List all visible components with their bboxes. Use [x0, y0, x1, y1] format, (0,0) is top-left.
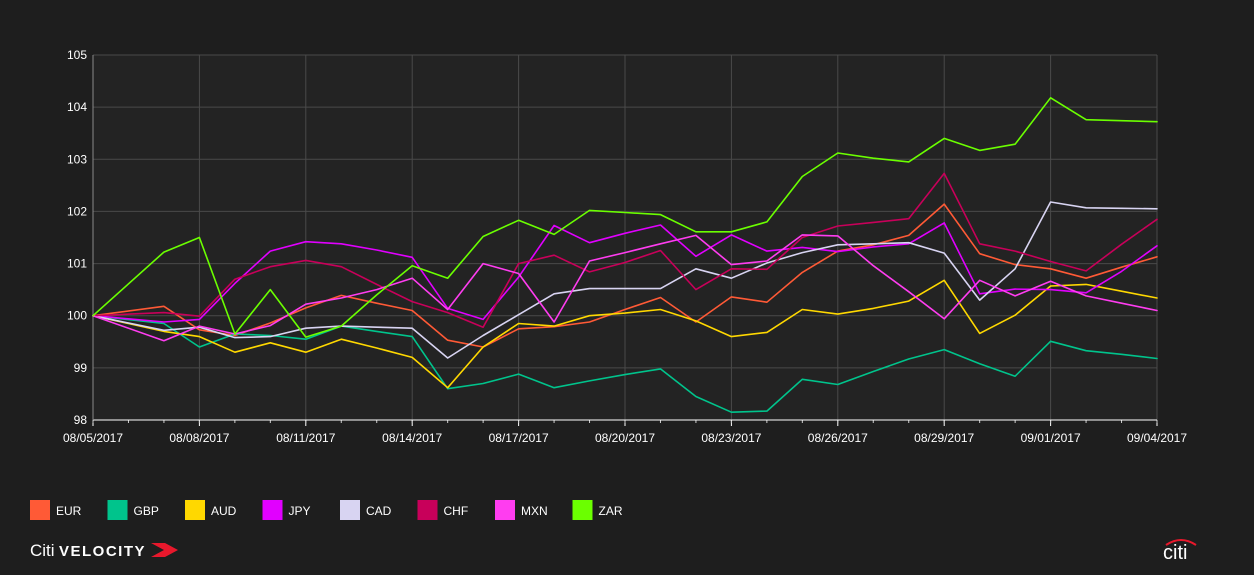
legend-swatch-eur [30, 500, 50, 520]
brand-citi-right-text: citi [1163, 542, 1187, 564]
legend-label-mxn: MXN [521, 504, 548, 518]
series-line-chf [92, 172, 1158, 329]
brand-citi-text: Citi [30, 541, 55, 560]
citi-velocity-logo: Citi VELOCITY [30, 541, 178, 560]
x-tick-label: 09/01/2017 [1021, 431, 1081, 445]
y-tick-label: 99 [74, 361, 88, 375]
series-line-mxn [92, 234, 1158, 342]
y-tick-label: 101 [67, 257, 87, 271]
x-tick-label: 08/11/2017 [276, 431, 335, 445]
y-tick-label: 103 [67, 152, 87, 166]
grid [92, 54, 1158, 421]
x-tick-label: 08/29/2017 [914, 431, 974, 445]
legend-swatch-gbp [107, 500, 128, 520]
legend-swatch-chf [417, 500, 438, 520]
legend-swatch-cad [340, 500, 360, 520]
y-tick-label: 105 [67, 48, 87, 62]
legend-label-chf: CHF [444, 504, 469, 518]
x-tick-label: 09/04/2017 [1127, 431, 1187, 445]
series-line-jpy [92, 222, 1158, 323]
series-line-zar [92, 97, 1158, 338]
y-tick-label: 102 [67, 204, 87, 218]
series-line-gbp [92, 314, 1158, 414]
x-tick-label: 08/05/2017 [63, 431, 123, 445]
x-tick-label: 08/14/2017 [382, 431, 442, 445]
y-tick-label: 98 [74, 413, 88, 427]
x-tick-label: 08/08/2017 [169, 431, 229, 445]
y-tick-label: 104 [67, 100, 87, 114]
legend-swatch-mxn [495, 500, 515, 520]
velocity-chevron-icon [151, 543, 178, 557]
legend-label-eur: EUR [56, 504, 82, 518]
legend-label-gbp: GBP [134, 504, 159, 518]
citi-logo: citi [1163, 539, 1197, 564]
brand-velocity-text: VELOCITY [59, 543, 146, 560]
y-tick-label: 100 [67, 309, 87, 323]
legend: EUR GBP AUD JPY CAD CHF MXN ZAR [30, 500, 623, 520]
x-tick-label: 08/23/2017 [701, 431, 761, 445]
series-line-eur [92, 203, 1158, 348]
series-line-aud [92, 279, 1158, 389]
x-tick-label: 08/17/2017 [489, 431, 549, 445]
x-tick-label: 08/20/2017 [595, 431, 655, 445]
legend-label-jpy: JPY [289, 504, 311, 518]
citi-arc-icon [1165, 539, 1197, 546]
legend-label-zar: ZAR [599, 504, 623, 518]
legend-swatch-zar [572, 500, 593, 520]
legend-swatch-jpy [262, 500, 283, 520]
x-tick-label: 08/26/2017 [808, 431, 868, 445]
axes: 98 99 100 101 102 103 104 105 08/05/2017 08/08/20… [63, 48, 1187, 445]
legend-swatch-aud [185, 500, 205, 520]
legend-label-aud: AUD [211, 504, 237, 518]
legend-label-cad: CAD [366, 504, 392, 518]
series-lines [92, 97, 1158, 414]
